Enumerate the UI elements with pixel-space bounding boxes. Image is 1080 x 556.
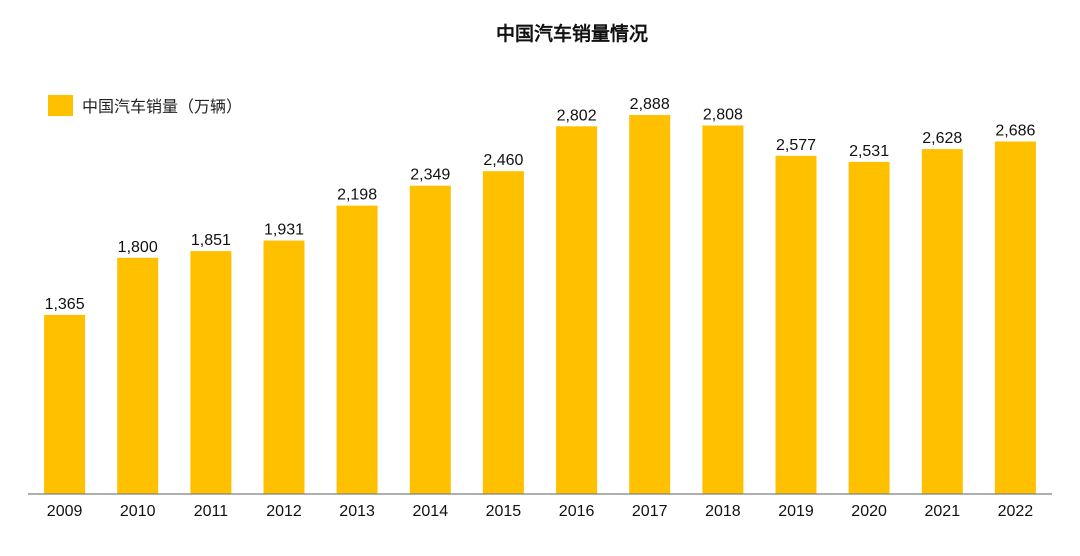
legend-swatch: [48, 95, 73, 116]
x-tick-label-2010: 2010: [120, 503, 156, 520]
bars: [44, 115, 1036, 495]
x-tick-label-2012: 2012: [266, 503, 302, 520]
bar-2011: [190, 251, 232, 494]
data-label-2010: 1,800: [118, 239, 158, 256]
x-tick-label-2013: 2013: [339, 503, 375, 520]
x-tick-label-2022: 2022: [998, 503, 1034, 520]
data-label-2022: 2,686: [995, 123, 1035, 140]
data-label-2018: 2,808: [703, 107, 743, 124]
data-label-2013: 2,198: [337, 187, 377, 204]
bar-2021: [921, 149, 963, 494]
x-tick-label-2016: 2016: [559, 503, 595, 520]
x-tick-label-2018: 2018: [705, 503, 741, 520]
x-tick-labels: 2009 2010 2011 2012 2013 2014 2015 2016 2017 2018…: [47, 503, 1033, 520]
x-tick-label-2015: 2015: [486, 503, 522, 520]
chart-title: 中国汽车销量情况: [496, 22, 648, 45]
data-label-2012: 1,931: [264, 222, 304, 239]
bar-2022: [994, 141, 1036, 494]
bar-2015: [482, 171, 524, 494]
data-labels: 1,365 1,800 1,851 1,931 2,198 2,349 2,460 2,802…: [45, 96, 1036, 313]
bar-2013: [336, 205, 378, 494]
legend: 中国汽车销量（万辆）: [48, 95, 242, 116]
bar-2017: [629, 115, 671, 494]
x-tick-label-2011: 2011: [194, 503, 229, 520]
data-label-2020: 2,531: [849, 143, 889, 160]
data-label-2011: 1,851: [191, 232, 231, 249]
bar-2009: [44, 314, 86, 494]
data-label-2021: 2,628: [922, 130, 962, 147]
data-label-2017: 2,888: [630, 96, 670, 113]
data-label-2009: 1,365: [45, 296, 85, 313]
bar-2019: [775, 155, 817, 495]
x-tick-label-2019: 2019: [778, 503, 814, 520]
data-label-2015: 2,460: [483, 152, 523, 169]
bar-2014: [409, 185, 451, 494]
legend-label: 中国汽车销量（万辆）: [82, 97, 242, 116]
x-tick-label-2009: 2009: [47, 503, 83, 520]
bar-2012: [263, 240, 305, 494]
bar-2020: [848, 161, 890, 494]
bar-2018: [702, 125, 744, 494]
x-tick-label-2021: 2021: [925, 503, 961, 520]
bar-2016: [556, 126, 598, 495]
x-tick-label-2020: 2020: [851, 503, 887, 520]
data-label-2019: 2,577: [776, 137, 816, 154]
bar-2010: [117, 257, 159, 494]
data-label-2014: 2,349: [410, 167, 450, 184]
data-label-2016: 2,802: [557, 107, 597, 124]
x-tick-label-2017: 2017: [632, 503, 668, 520]
x-tick-label-2014: 2014: [413, 503, 449, 520]
